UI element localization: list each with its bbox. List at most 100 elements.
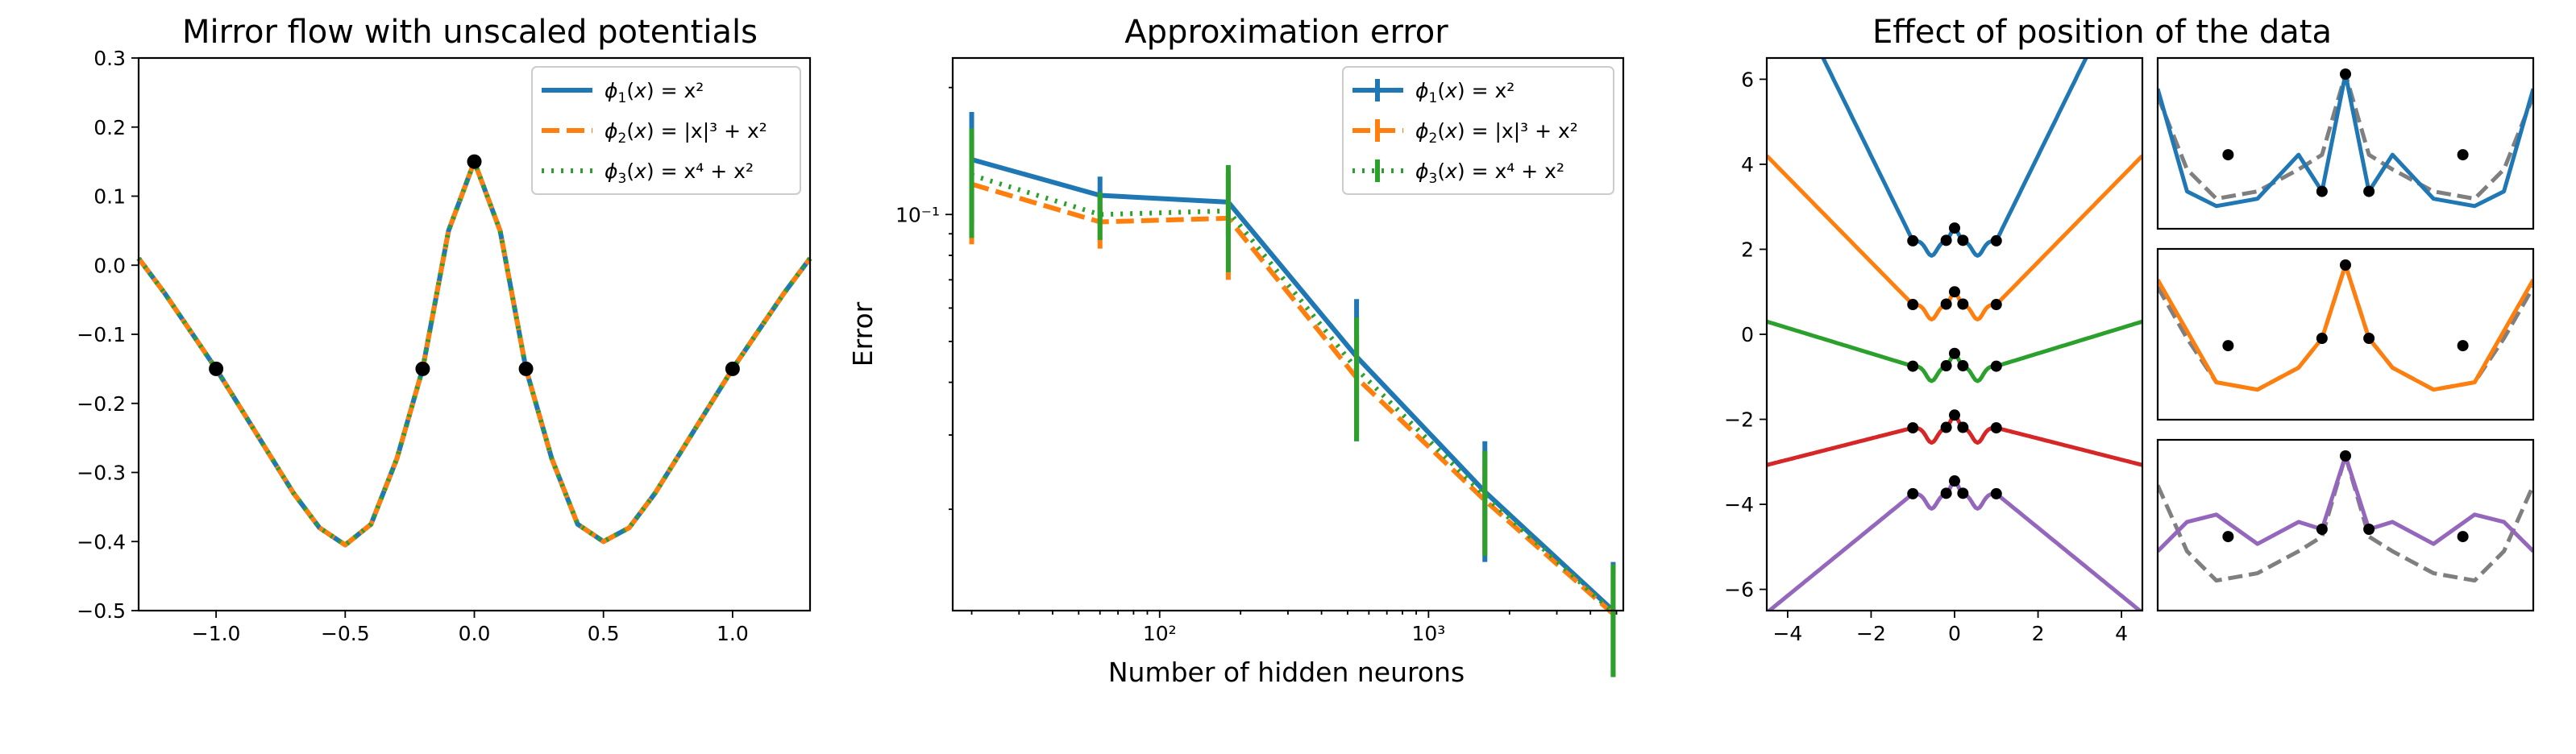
y-tick-label: −6 xyxy=(1724,578,1754,602)
series-line-3 xyxy=(136,159,812,548)
y-tick-label: −0.1 xyxy=(77,323,126,346)
panel1-plot xyxy=(136,154,812,548)
panel1-legend: ϕ1(x) = x² ϕ2(x) = |x|³ + x² ϕ3(x) = x⁴ + … xyxy=(531,66,801,195)
panel2-legend: ϕ1(x) = x² ϕ2(x) = |x|³ + x² ϕ3(x) = x⁴ + … xyxy=(1342,66,1614,195)
y-tick-label: −0.4 xyxy=(77,530,126,553)
data-point xyxy=(1957,298,1969,310)
x-tick-label: 1.0 xyxy=(717,622,749,645)
data-point xyxy=(2222,340,2234,352)
panel2-ticks: 10² 10³ 10⁻¹ xyxy=(895,86,1618,645)
data-point xyxy=(2340,68,2351,80)
legend-label: ϕ1(x) = x² xyxy=(605,79,704,106)
data-point xyxy=(1940,298,1952,310)
inset-curve xyxy=(2158,263,2533,392)
data-point xyxy=(1990,234,2002,246)
series-line-3 xyxy=(970,172,1615,615)
approximation-error-panel: Approximation error 10² 10³ 10⁻¹ Number of… xyxy=(847,14,1625,688)
x-tick-label: 10³ xyxy=(1411,622,1445,645)
x-tick-label: 0.0 xyxy=(459,622,491,645)
legend-label: ϕ2(x) = |x|³ + x² xyxy=(605,119,767,147)
data-point xyxy=(1949,347,1960,359)
data-point xyxy=(1907,360,1919,372)
y-tick-label: 6 xyxy=(1741,68,1754,91)
legend-label: ϕ3(x) = x⁴ + x² xyxy=(1415,160,1564,187)
data-point xyxy=(1957,234,1969,246)
y-tick-label: 0 xyxy=(1741,323,1754,346)
data-point xyxy=(415,361,430,376)
x-tick-label: 4 xyxy=(2115,622,2128,645)
series-line-1 xyxy=(970,157,1615,613)
series-line-2 xyxy=(136,159,812,548)
position-effect-panel: Effect of position of the data −4 −2 0 2 4 −6… xyxy=(1724,14,2332,645)
y-tick-label: 0.1 xyxy=(93,185,126,209)
inset-curve xyxy=(2158,454,2533,553)
inset-1 xyxy=(2156,56,2535,230)
panel3-plot xyxy=(1767,58,2142,611)
inset-frame xyxy=(2156,247,2535,421)
reference-curve xyxy=(2158,454,2533,583)
data-point xyxy=(2222,531,2234,543)
inset-curves xyxy=(2158,68,2533,209)
inset-2 xyxy=(2156,247,2535,421)
data-point xyxy=(2457,340,2469,352)
y-tick-label: −0.3 xyxy=(77,462,126,485)
inset-curve xyxy=(2158,72,2533,209)
panel1-title: Mirror flow with unscaled potentials xyxy=(182,14,758,51)
data-point xyxy=(1990,299,2002,311)
x-tick-label: 2 xyxy=(2032,622,2045,645)
panel1-ticks: −1.0 −0.5 0.0 0.5 1.0 −0.5 −0.4 −0.3 −0.2 −0.1 0.0… xyxy=(77,47,748,645)
y-tick-label: 10⁻¹ xyxy=(895,203,940,226)
data-point xyxy=(1940,487,1952,499)
data-point xyxy=(1907,422,1919,434)
x-tick-label: 0.5 xyxy=(588,622,620,645)
inset-curves xyxy=(2158,450,2533,583)
x-tick-label: −1.0 xyxy=(192,622,241,645)
y-tick-label: −0.5 xyxy=(77,599,126,623)
inset-3 xyxy=(2156,438,2535,612)
reference-curve xyxy=(2158,263,2533,392)
series-line-5 xyxy=(1767,478,2142,611)
data-point xyxy=(1949,222,1960,234)
data-point xyxy=(2316,524,2328,535)
panel2-xlabel: Number of hidden neurons xyxy=(1108,657,1465,688)
data-point xyxy=(2457,149,2469,161)
y-tick-label: −2 xyxy=(1724,408,1754,432)
x-tick-label: −0.5 xyxy=(321,622,370,645)
data-point xyxy=(1957,421,1969,433)
data-point xyxy=(725,361,740,376)
legend-label: ϕ1(x) = x² xyxy=(1415,79,1514,106)
data-point xyxy=(1940,234,1952,246)
data-point xyxy=(518,361,534,376)
data-point xyxy=(2340,450,2351,462)
y-tick-label: 2 xyxy=(1741,238,1754,261)
panel3-title: Effect of position of the data xyxy=(1872,14,2332,51)
y-tick-label: −4 xyxy=(1724,493,1754,516)
x-tick-label: −4 xyxy=(1772,622,1802,645)
legend-box xyxy=(531,66,801,195)
panel3-frame xyxy=(1765,56,2144,612)
data-point xyxy=(1990,422,2002,434)
panel3-curves xyxy=(1767,58,2142,611)
y-tick-label: 0.0 xyxy=(93,254,126,277)
y-tick-label: 0.3 xyxy=(93,47,126,70)
data-point xyxy=(1990,360,2002,372)
panel2-title: Approximation error xyxy=(1124,14,1448,51)
data-point xyxy=(2363,524,2375,535)
data-point xyxy=(209,361,224,376)
inset-panels xyxy=(2156,56,2535,612)
data-point xyxy=(467,154,482,169)
data-point xyxy=(1940,360,1952,372)
y-tick-label: 0.2 xyxy=(93,116,126,139)
mirror-flow-panel: Mirror flow with unscaled potentials −1.… xyxy=(77,14,812,645)
reference-curve xyxy=(2158,72,2533,201)
data-point xyxy=(2222,149,2234,161)
data-point xyxy=(1940,421,1952,433)
data-point xyxy=(1907,487,1919,499)
inset-curves xyxy=(2158,259,2533,392)
panel2-plot xyxy=(969,112,1616,677)
data-point xyxy=(1907,299,1919,311)
data-point xyxy=(2316,333,2328,344)
data-point xyxy=(1949,286,1960,298)
panel2-ylabel: Error xyxy=(847,301,879,367)
